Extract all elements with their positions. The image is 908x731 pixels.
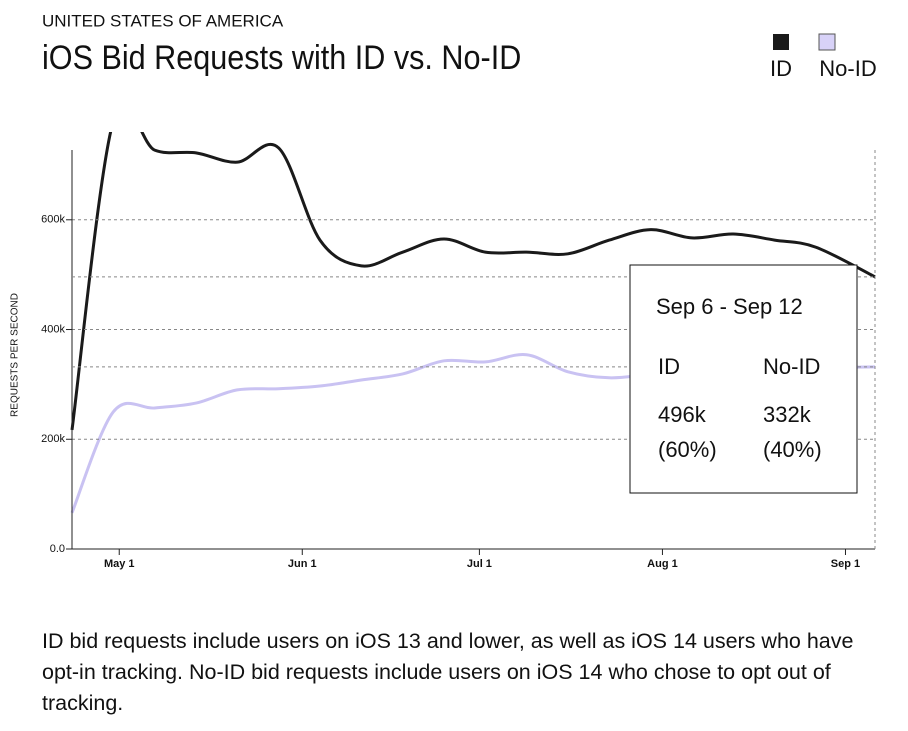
x-tick-label: Aug 1 [647, 558, 678, 570]
x-tick-label: Sep 1 [831, 558, 860, 570]
tooltip-cell: 332k [763, 402, 812, 427]
tooltip-box [629, 264, 858, 494]
chart-title: iOS Bid Requests with ID vs. No-ID [42, 39, 521, 77]
y-tick-label: 0.0 [50, 543, 65, 555]
tooltip-cell: (40%) [763, 437, 822, 462]
y-axis-label: REQUESTS PER SECOND [10, 293, 21, 417]
tooltip-title: Sep 6 - Sep 12 [656, 294, 803, 319]
caption: ID bid requests include users on iOS 13 … [42, 629, 854, 715]
x-tick-label: Jun 1 [288, 558, 317, 570]
chart-supertitle: UNITED STATES OF AMERICA [42, 11, 284, 30]
y-tick-label: 400k [41, 323, 65, 335]
tooltip-cell: ID [658, 354, 680, 379]
x-tick-label: Jul 1 [467, 558, 492, 570]
y-tick-label: 600k [41, 214, 65, 226]
legend-label: ID [770, 56, 792, 81]
tooltip-cell: 496k [658, 402, 707, 427]
x-tick-label: May 1 [104, 558, 135, 570]
tooltip-cell: (60%) [658, 437, 717, 462]
tooltip-cell: No-ID [763, 354, 820, 379]
legend-swatch [773, 34, 789, 50]
chart: UNITED STATES OF AMERICA iOS Bid Request… [10, 11, 877, 570]
legend-swatch [818, 33, 836, 51]
line-series [70, 132, 876, 431]
legend-label: No-ID [819, 56, 876, 81]
y-tick-label: 200k [41, 433, 65, 445]
